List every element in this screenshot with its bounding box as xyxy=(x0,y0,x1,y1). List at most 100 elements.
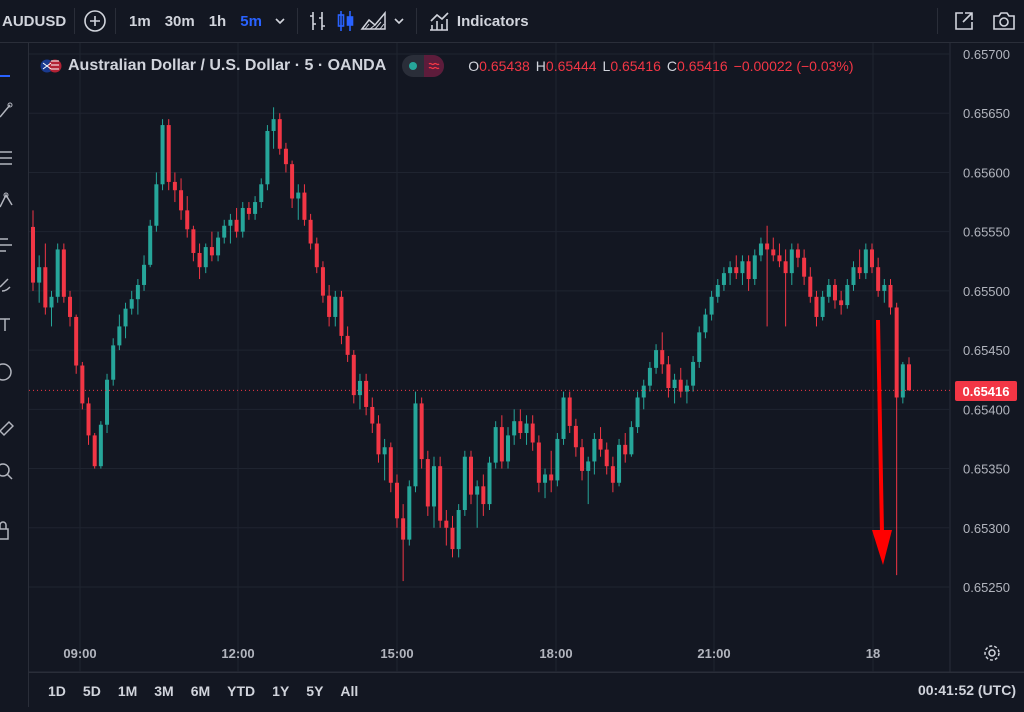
high-label: H xyxy=(535,58,546,74)
bar-style-icon xyxy=(309,12,325,30)
indicators-button[interactable]: Indicators xyxy=(423,6,533,36)
timeframe-1h[interactable]: 1h xyxy=(208,12,227,30)
candle-body xyxy=(462,456,467,511)
y-tick-label: 0.65550 xyxy=(963,225,1010,240)
candle-body xyxy=(80,365,85,404)
range-5y[interactable]: 5Y xyxy=(306,682,324,699)
range-ytd[interactable]: YTD xyxy=(227,682,256,699)
candle-body xyxy=(518,421,523,434)
pattern-tool[interactable] xyxy=(0,189,14,211)
market-status-pill[interactable] xyxy=(402,55,445,77)
y-tick-label: 0.65500 xyxy=(963,284,1010,299)
zoom-tool[interactable] xyxy=(0,461,14,483)
chevron-down-icon xyxy=(275,18,285,25)
y-tick-label: 0.65450 xyxy=(963,343,1010,358)
candle-body xyxy=(456,510,461,550)
candle-body xyxy=(777,255,782,262)
chart-settings-button[interactable] xyxy=(982,643,1002,663)
gear-icon xyxy=(984,645,1000,661)
candle-body xyxy=(635,397,640,428)
toolbar-divider xyxy=(415,8,417,34)
range-1m[interactable]: 1M xyxy=(117,682,138,699)
range-3m[interactable]: 3M xyxy=(154,682,174,699)
candle-body xyxy=(209,247,214,256)
y-tick-label: 0.65600 xyxy=(963,165,1010,180)
candle-body xyxy=(851,267,856,285)
range-6m[interactable]: 6M xyxy=(190,682,211,699)
range-1d[interactable]: 1D xyxy=(48,682,66,699)
candle-body xyxy=(98,424,103,467)
trendline-tool[interactable] xyxy=(0,99,14,121)
candle-body xyxy=(561,397,566,439)
x-tick-label: 18 xyxy=(866,646,880,661)
y-tick-label: 0.65700 xyxy=(963,47,1010,62)
candle-body xyxy=(431,466,436,507)
measure-tool[interactable] xyxy=(0,415,15,437)
forecast-tool[interactable] xyxy=(0,233,14,255)
candle-body xyxy=(647,367,652,386)
candle-body xyxy=(222,225,227,238)
candle-body xyxy=(142,264,147,285)
candle-body xyxy=(364,380,369,407)
chart-type-dropdown[interactable] xyxy=(388,6,410,36)
candle-style-button[interactable] xyxy=(332,6,360,36)
area-style-button[interactable] xyxy=(360,6,388,36)
legend-symbol-title[interactable]: Australian Dollar / U.S. Dollar · 5 · OA… xyxy=(68,57,387,74)
candle-body xyxy=(900,364,905,398)
chart-area[interactable]: 0.65700 0.65650 0.65600 0.65550 0.65500 0.654… xyxy=(29,43,1024,707)
emoji-tool[interactable] xyxy=(0,361,14,383)
top-toolbar: AUDUSD 1m 30m 1h 5m Indicators xyxy=(0,0,1024,43)
timeframe-30m[interactable]: 30m xyxy=(164,12,195,30)
utc-clock[interactable]: 00:41:52 (UTC) xyxy=(917,682,1016,698)
candle-body xyxy=(678,379,683,392)
y-tick-label: 0.65400 xyxy=(963,402,1010,417)
candle-body xyxy=(31,226,35,283)
candle-body xyxy=(623,444,628,455)
bar-style-button[interactable] xyxy=(304,6,332,36)
candle-body xyxy=(376,423,381,455)
range-1y[interactable]: 1Y xyxy=(272,682,290,699)
candlestick-chart[interactable]: 0.65700 0.65650 0.65600 0.65550 0.65500 0.654… xyxy=(29,43,1024,707)
candle-body xyxy=(832,284,837,301)
x-tick-label: 15:00 xyxy=(380,646,413,661)
candle-body xyxy=(302,192,307,220)
text-tool[interactable] xyxy=(0,313,14,335)
timeframe-5m[interactable]: 5m xyxy=(240,12,262,30)
candle-body xyxy=(160,125,165,185)
lock-tool[interactable] xyxy=(0,519,14,541)
brush-tool[interactable] xyxy=(0,273,14,295)
candle-body xyxy=(703,314,708,333)
candle-body xyxy=(438,466,443,521)
bottom-toolbar: 1D 5D 1M 3M 6M YTD 1Y 5Y All 00:41:52 (U… xyxy=(29,672,1024,708)
snapshot-button[interactable] xyxy=(984,6,1024,36)
crosshair-tool[interactable] xyxy=(0,65,14,87)
candle-body xyxy=(388,447,393,483)
indicators-label: Indicators xyxy=(456,12,529,30)
candle-body xyxy=(814,296,819,317)
range-all[interactable]: All xyxy=(340,682,359,699)
candle-body xyxy=(499,427,504,462)
candle-body xyxy=(425,459,430,507)
trendline-icon xyxy=(0,102,13,118)
candle-body xyxy=(370,406,375,424)
timeframe-1m[interactable]: 1m xyxy=(129,12,151,30)
compare-button[interactable] xyxy=(81,6,109,36)
symbol-search[interactable]: AUDUSD xyxy=(2,12,67,30)
timeframe-dropdown[interactable] xyxy=(269,6,291,36)
candle-body xyxy=(660,350,665,365)
current-price-tag: 0.65416 xyxy=(955,381,1017,401)
fib-tool[interactable] xyxy=(0,147,14,169)
candle-body xyxy=(179,190,184,211)
indicators-icon xyxy=(429,12,449,31)
crosshair-icon xyxy=(0,75,10,77)
candle-body xyxy=(808,276,813,297)
candle-body xyxy=(728,267,733,274)
fullscreen-button[interactable] xyxy=(944,6,984,36)
candle-body xyxy=(154,184,159,226)
candle-body xyxy=(839,300,844,306)
candle-body xyxy=(771,249,776,256)
candle-body xyxy=(296,192,301,199)
candle-body xyxy=(401,518,406,540)
candle-body xyxy=(55,249,60,297)
range-5d[interactable]: 5D xyxy=(82,682,101,699)
